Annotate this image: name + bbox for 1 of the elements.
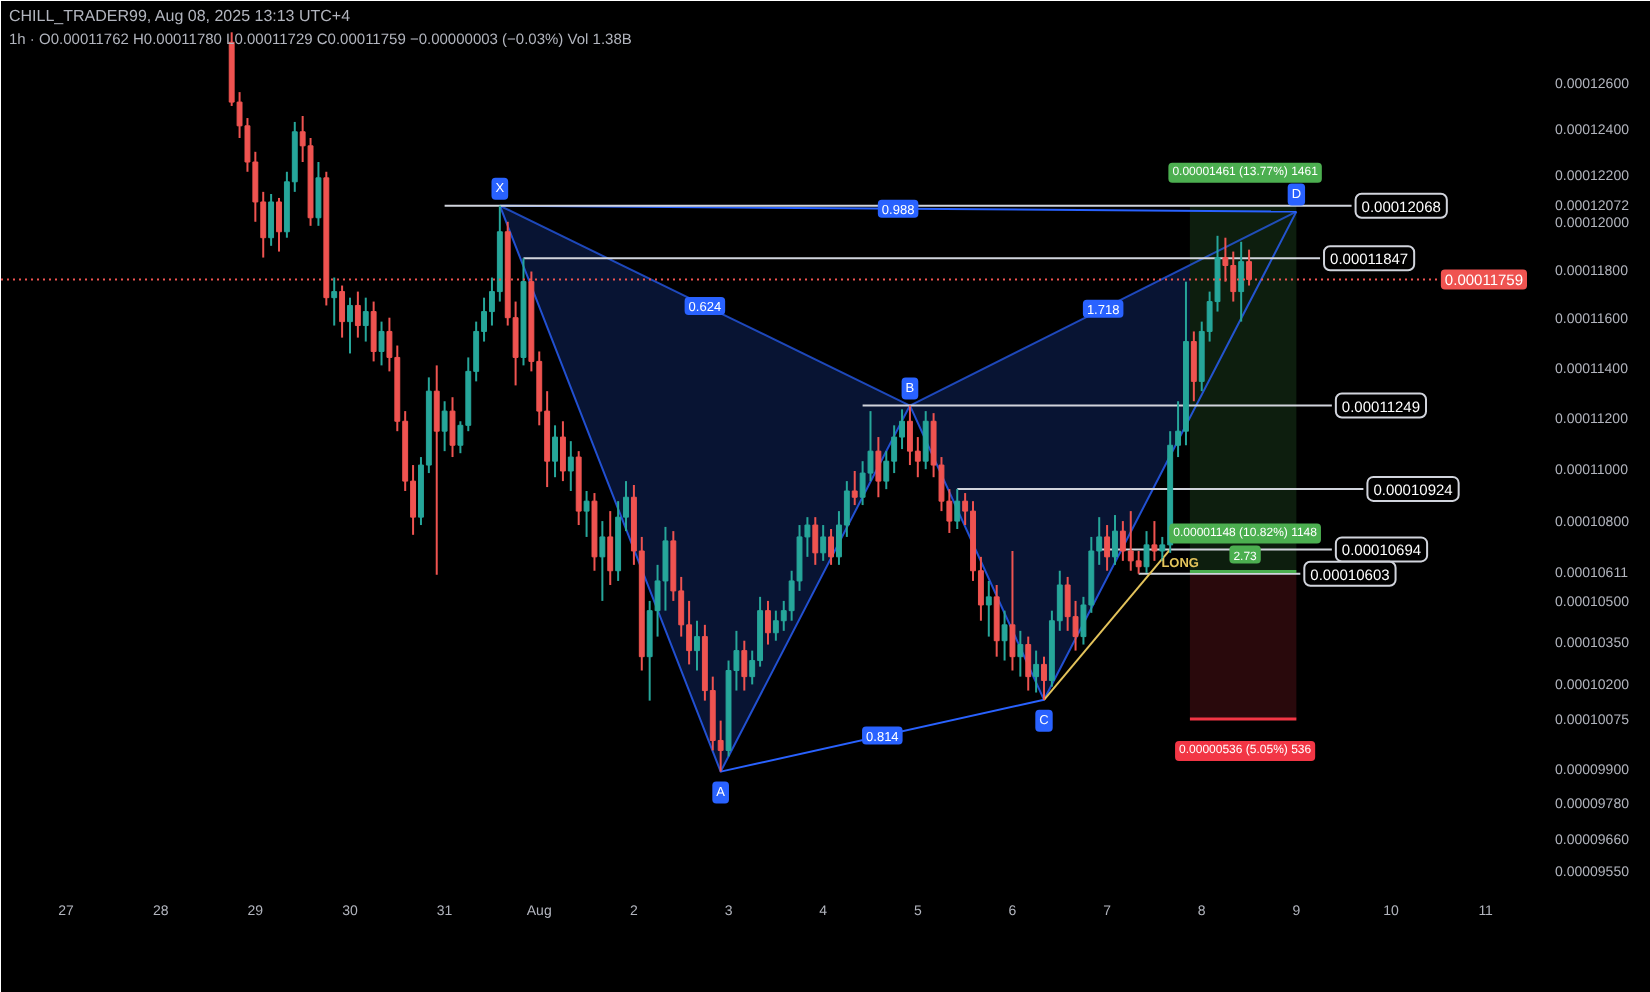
chart-title: CHILL_TRADER99, Aug 08, 2025 13:13 UTC+4 <box>9 7 352 25</box>
